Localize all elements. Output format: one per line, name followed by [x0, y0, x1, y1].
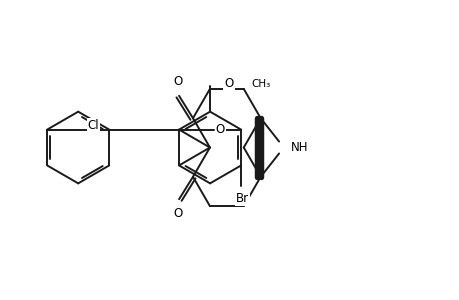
Text: Br: Br: [235, 192, 248, 205]
Text: NH: NH: [290, 141, 308, 154]
Text: CH₃: CH₃: [250, 79, 269, 89]
Text: O: O: [224, 77, 233, 90]
Text: O: O: [215, 123, 224, 136]
Text: O: O: [173, 207, 182, 220]
Text: O: O: [173, 75, 182, 88]
Text: Cl: Cl: [87, 119, 99, 132]
